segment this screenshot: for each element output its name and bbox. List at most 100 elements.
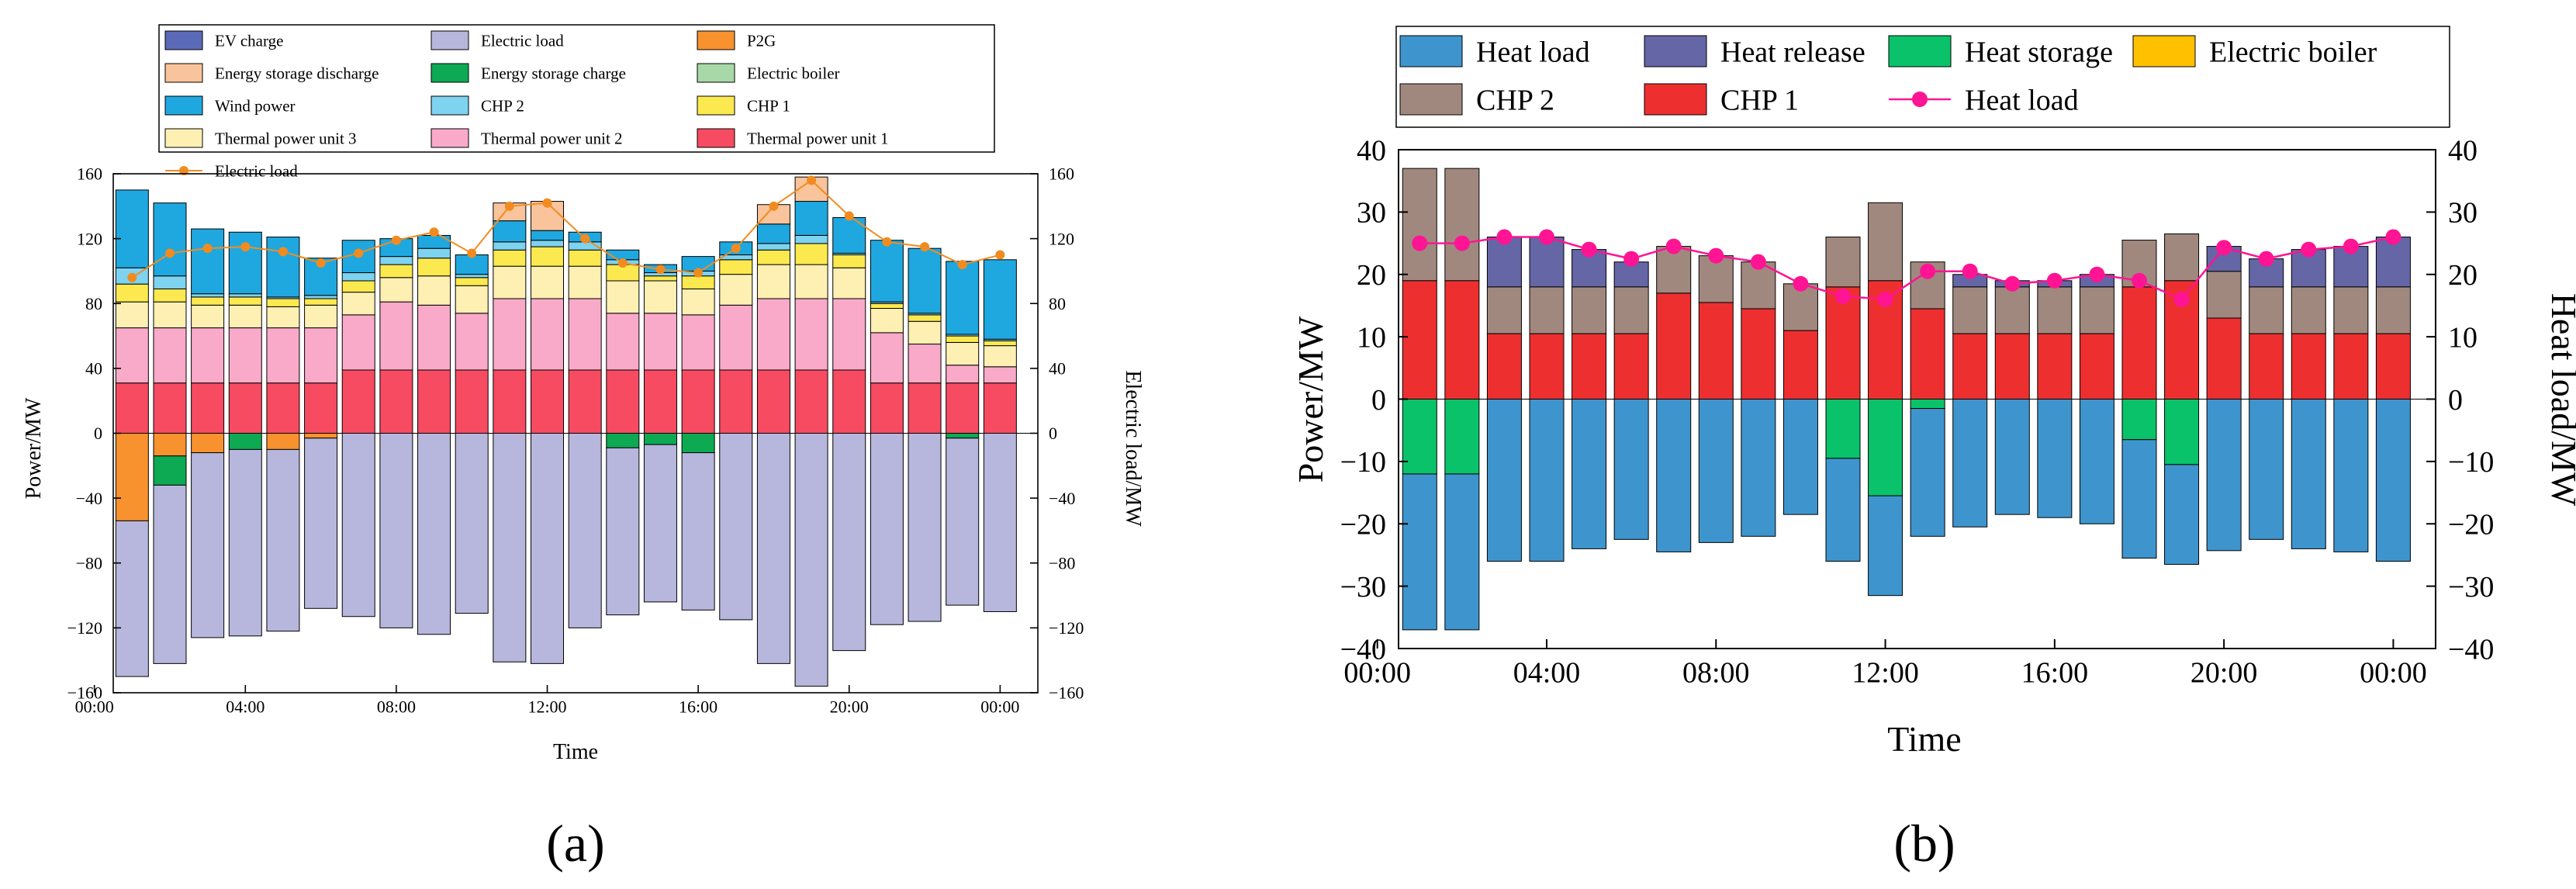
bar-thermal-power-unit-3-h17 [719, 274, 753, 306]
line-point-b-h16 [2046, 272, 2063, 289]
bar-thermal-power-unit-1-h19 [794, 369, 828, 434]
bar-chp-1-h21 [2249, 333, 2284, 400]
ytick-label-left-a: −120 [67, 618, 102, 638]
bar-thermal-power-unit-1-h11 [493, 369, 527, 434]
xtick-label-b: 00:00 [2360, 657, 2427, 690]
line-point-a-h10 [467, 248, 477, 258]
bar-heat-load-neg-h22 [2291, 399, 2326, 549]
bar-chp-2-h1 [1402, 168, 1437, 282]
bar-heat-load-neg-h5 [1572, 399, 1607, 549]
chart-panel-b: Heat load Heat release Heat storage Electri… [1291, 26, 2576, 873]
legend-marker-heat-load [1912, 92, 1928, 107]
bar-thermal-power-unit-3-h8 [379, 277, 413, 303]
bar-electric-load-neg-h10 [455, 433, 489, 614]
line-point-a-h11 [504, 201, 514, 211]
xtick-label-a: 08:00 [377, 697, 416, 716]
y-axis-label-b: Power/MW [1291, 316, 1330, 483]
bar-heat-load-neg-h10 [1782, 399, 1818, 515]
bar-thermal-power-unit-3-h19 [794, 264, 828, 299]
bar-heat-storage-neg-h1 [1402, 399, 1437, 475]
bar-thermal-power-unit-2-h18 [756, 298, 790, 371]
xtick-label-b: 20:00 [2190, 657, 2258, 690]
xtick-label-b: 16:00 [2021, 657, 2089, 690]
bar-thermal-power-unit-2-h2 [153, 327, 187, 384]
bar-chp-2-h19 [794, 234, 828, 244]
bar-heat-storage-neg-h2 [1444, 399, 1480, 475]
bar-chp-2-h10 [1782, 283, 1818, 331]
bar-chp-1-h4 [1529, 333, 1565, 400]
bar-thermal-power-unit-1-h7 [341, 369, 375, 434]
bar-thermal-power-unit-1-h5 [266, 382, 300, 434]
ytick-label-left-a: 40 [85, 359, 102, 379]
bar-electric-load-neg-h23 [946, 438, 980, 606]
line-point-b-h20 [2216, 240, 2232, 256]
bar-thermal-power-unit-2-h12 [531, 298, 565, 371]
ytick-label-left-b: 20 [1357, 259, 1386, 292]
bar-chp-1-h4 [228, 296, 262, 306]
ytick-label-left-b: 40 [1357, 134, 1386, 167]
line-point-b-h21 [2258, 251, 2274, 267]
plot-area-a: −160 −160 −120 −120 −80 −80 −40 −40 0 0 40 40 80 80 12… [67, 164, 1084, 717]
legend-label-electric-load: Electric load [481, 31, 564, 50]
bar-electric-load-neg-h16 [681, 452, 715, 611]
legend-swatch-heat-load [1399, 35, 1463, 67]
bar-thermal-power-unit-2-h8 [379, 301, 413, 371]
ytick-label-right-b: 10 [2448, 321, 2477, 354]
legend-swatch-electric-boiler [2132, 35, 2196, 67]
bar-chp-2-h3 [191, 293, 225, 298]
bar-thermal-power-unit-3-h11 [493, 265, 527, 299]
bar-thermal-power-unit-2-h11 [493, 298, 527, 371]
bar-chp-1-h2 [1444, 280, 1480, 400]
bar-electric-load-neg-h7 [341, 433, 375, 617]
legend-label-p2g: P2G [747, 31, 776, 50]
bar-thermal-power-unit-2-h20 [832, 298, 866, 371]
legend-label-electric-load: Electric load [215, 161, 298, 180]
line-point-b-h4 [1539, 229, 1554, 245]
legend-label-heat-load: Heat load [1476, 36, 1590, 68]
bar-chp-2-h15 [1994, 286, 2030, 334]
bar-wind-power-h3 [191, 228, 225, 295]
bar-thermal-power-unit-2-h14 [606, 313, 640, 371]
bar-chp-1-h15 [643, 275, 677, 282]
line-point-a-h13 [580, 233, 590, 244]
bar-chp-2-h4 [1529, 286, 1565, 334]
bar-chp-2-h5 [1572, 286, 1607, 334]
legend-label-chp-1: CHP 1 [747, 96, 790, 115]
bar-chp-2-h22 [2291, 286, 2326, 334]
ytick-label-left-b: −30 [1340, 571, 1386, 604]
line-point-a-h19 [807, 175, 817, 185]
bar-heat-load-neg-h4 [1529, 399, 1565, 562]
bar-chp-2-h20 [2206, 271, 2242, 319]
line-point-b-h8 [1708, 247, 1724, 264]
bar-p2g-neg-h1 [115, 433, 149, 521]
line-point-a-h8 [391, 235, 401, 245]
ytick-label-right-a: 120 [1049, 229, 1074, 248]
xtick-label-b: 08:00 [1682, 657, 1750, 690]
bar-wind-power-h1 [115, 189, 149, 268]
bar-chp-2-h10 [455, 274, 489, 278]
bar-chp-2-h3 [1486, 286, 1522, 334]
xtick-label-a: 00:00 [75, 697, 114, 716]
bar-thermal-power-unit-2-h15 [643, 313, 677, 371]
legend-swatch-chp-2 [430, 95, 469, 116]
bar-electric-load-neg-h19 [794, 433, 828, 687]
bar-electric-load-neg-h12 [531, 433, 565, 664]
bar-heat-load-neg-h16 [2037, 399, 2073, 518]
bar-heat-load-neg-h17 [2079, 399, 2114, 524]
legend-a: EV charge Electric load P2G Energy storage … [158, 24, 995, 180]
bar-thermal-power-unit-3-h22 [908, 320, 942, 345]
ytick-label-right-b: −20 [2448, 509, 2494, 541]
bar-heat-storage-neg-h19 [2164, 399, 2200, 465]
bar-thermal-power-unit-2-h24 [983, 366, 1017, 384]
bar-thermal-power-unit-1-h6 [304, 382, 338, 434]
bar-thermal-power-unit-3-h1 [115, 301, 149, 329]
xtick-label-b: 12:00 [1852, 657, 1919, 690]
bar-p2g-neg-h5 [266, 433, 300, 450]
bar-chp-2-h24 [2375, 286, 2411, 334]
bar-electric-load-neg-h3 [191, 452, 225, 638]
bar-electric-load-neg-h18 [756, 433, 790, 664]
line-point-a-h6 [316, 258, 326, 268]
bar-chp-1-h7 [341, 280, 375, 293]
legend-swatch-heat-storage [1888, 35, 1952, 67]
bar-heat-release-h3 [1486, 237, 1522, 288]
